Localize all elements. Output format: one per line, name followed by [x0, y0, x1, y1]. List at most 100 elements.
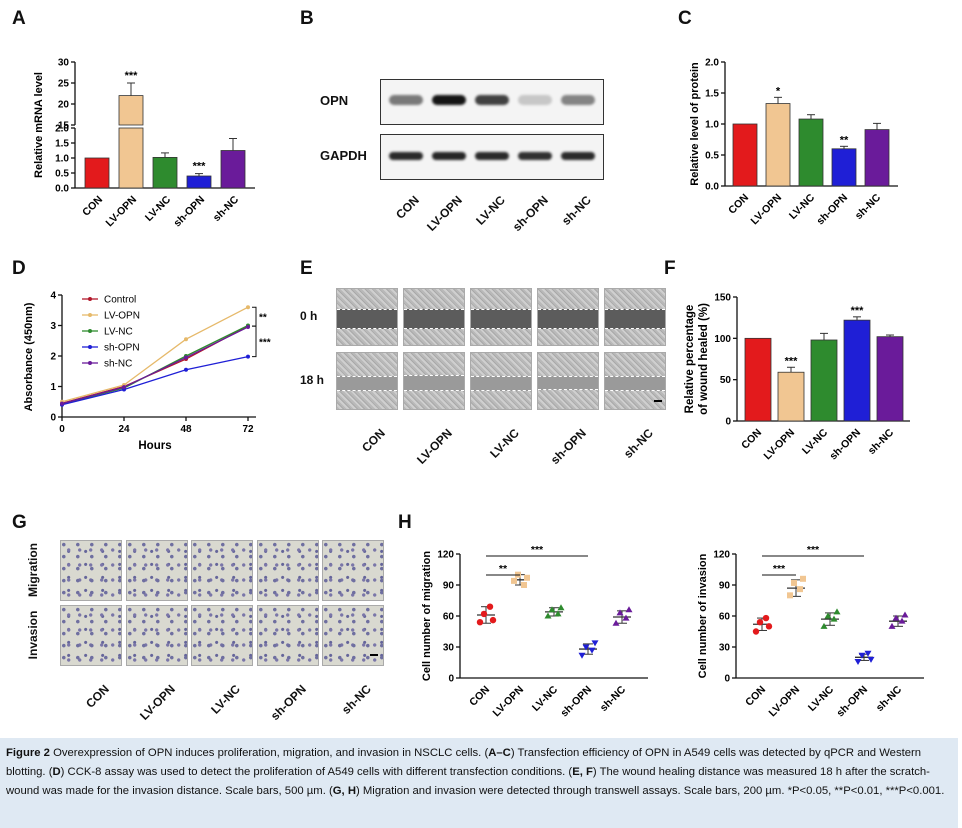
y-axis-label: Cell number of migration	[421, 551, 433, 681]
y-tick-label: 0.0	[55, 184, 69, 195]
x-tick-label: LV-OPN	[762, 427, 798, 463]
transwell-images-g: Migration Invasion CON LV-OPN LV-NC sh-OPN sh-…	[20, 540, 390, 730]
x-tick-label: CON	[467, 684, 492, 709]
caption-text-3: ) The wound healing distance was measure…	[6, 766, 930, 797]
y-tick-label: 1.0	[705, 120, 719, 131]
y-tick-label: 90	[443, 581, 455, 592]
caption-text-2: ) CCK-8 assay was used to detect the pro…	[60, 766, 573, 778]
wound-gap	[337, 375, 397, 391]
data-point	[521, 582, 527, 588]
panel-label-d: D	[12, 258, 26, 279]
data-point	[765, 623, 773, 630]
y-tick-label: 1	[50, 382, 56, 393]
transwell-row-label: Migration	[26, 542, 40, 597]
x-tick-label: LV-OPN	[749, 192, 785, 228]
y-axis-label: Cell number of invasion	[697, 553, 709, 678]
legend-marker	[88, 313, 92, 317]
data-point	[582, 644, 590, 651]
y-tick-label: 60	[719, 612, 731, 623]
series-point	[122, 385, 126, 390]
data-point	[476, 619, 484, 626]
y-tick-label: 1.5	[55, 139, 69, 150]
transwell-image-tile	[191, 605, 253, 666]
wound-gap	[605, 309, 665, 329]
y-tick-label: 15	[58, 121, 70, 132]
wound-row-label: 18 h	[300, 373, 325, 387]
figure-caption: Figure 2 Overexpression of OPN induces p…	[0, 738, 958, 828]
x-tick-label: LV-NC	[143, 193, 174, 224]
sig-bracket	[252, 306, 257, 327]
data-point	[591, 640, 599, 647]
significance-label: ***	[125, 70, 139, 82]
panel-label-h: H	[398, 512, 412, 533]
y-tick-label: 150	[714, 293, 731, 304]
wound-image-tile	[403, 288, 465, 346]
wound-gap	[605, 375, 665, 391]
data-point	[762, 614, 770, 622]
x-tick-label: 48	[180, 424, 192, 435]
data-point	[833, 608, 841, 615]
sig-label: ***	[259, 337, 271, 348]
western-lane-label: CON	[393, 193, 422, 222]
x-tick-label: 72	[242, 424, 254, 435]
transwell-image-tile	[322, 605, 384, 666]
wound-column-label: LV-OPN	[414, 426, 455, 467]
data-point	[854, 658, 862, 665]
blot-band	[518, 95, 552, 105]
y-tick-label: 2	[50, 352, 56, 363]
series-point	[246, 325, 250, 330]
transwell-image-tile	[191, 540, 253, 601]
data-point	[486, 603, 494, 610]
wound-gap	[337, 309, 397, 329]
y-tick-label: 120	[713, 550, 730, 561]
series-point	[246, 354, 250, 359]
legend-marker	[88, 345, 92, 349]
panel-label-a: A	[12, 8, 26, 29]
y-tick-label: 2.0	[705, 58, 719, 69]
caption-text-4: ) Migration and invasion were detected t…	[356, 785, 945, 797]
blot-band	[475, 152, 509, 160]
wound-gap	[404, 309, 464, 329]
bar	[798, 118, 824, 187]
wound-image-tile	[537, 352, 599, 410]
data-point	[867, 656, 875, 663]
bar	[810, 339, 838, 422]
significance-label: ***	[193, 161, 207, 173]
significance-label: ***	[785, 355, 799, 367]
transwell-column-label: sh-OPN	[267, 682, 309, 724]
scale-bar	[370, 654, 378, 656]
significance-label: *	[776, 85, 781, 97]
data-point	[800, 575, 806, 582]
y-tick-label: 0	[725, 417, 731, 428]
y-tick-label: 60	[443, 612, 455, 623]
y-tick-label: 30	[443, 643, 455, 654]
wound-column-label: sh-NC	[621, 426, 656, 461]
x-tick-label: LV-NC	[800, 426, 831, 457]
x-tick-label: sh-NC	[866, 426, 897, 457]
legend-entry: LV-NC	[104, 327, 133, 338]
significance-label: **	[840, 134, 849, 146]
opn-blot-strip	[380, 79, 604, 125]
blot-band	[561, 95, 595, 105]
bar	[777, 371, 805, 422]
wound-image-tile	[470, 288, 532, 346]
x-tick-label: LV-NC	[806, 683, 837, 714]
x-tick-label: sh-OPN	[171, 194, 207, 230]
data-point	[752, 628, 760, 635]
chart-f-wound: Relative percentage of wound healed (%) 0 5…	[684, 293, 910, 463]
y-tick-label: 100	[714, 334, 731, 345]
bar	[744, 337, 772, 422]
x-tick-label: CON	[80, 194, 105, 219]
wound-image-tile	[336, 288, 398, 346]
x-tick-label: LV-OPN	[104, 194, 140, 230]
x-tick-label: 24	[118, 424, 130, 435]
caption-title: Overexpression of OPN induces proliferat…	[49, 747, 489, 759]
panel-label-g: G	[12, 512, 27, 533]
wound-image-tile	[537, 288, 599, 346]
y-tick-label: 50	[720, 375, 732, 386]
y-axis-label: of wound healed (%)	[698, 303, 710, 415]
x-tick-label: sh-NC	[598, 683, 629, 714]
bar	[876, 336, 904, 422]
y-tick-label: 0	[724, 674, 730, 685]
x-tick-label: sh-OPN	[834, 684, 870, 720]
